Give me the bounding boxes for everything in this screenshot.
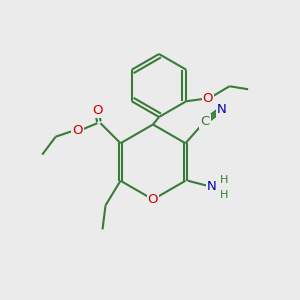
Text: N: N [217,103,226,116]
Text: O: O [202,92,213,105]
Text: N: N [207,180,217,193]
Text: C: C [200,115,210,128]
Text: O: O [72,124,83,136]
Text: H: H [220,190,229,200]
Text: O: O [92,104,103,117]
Text: O: O [148,193,158,206]
Text: H: H [220,175,229,184]
